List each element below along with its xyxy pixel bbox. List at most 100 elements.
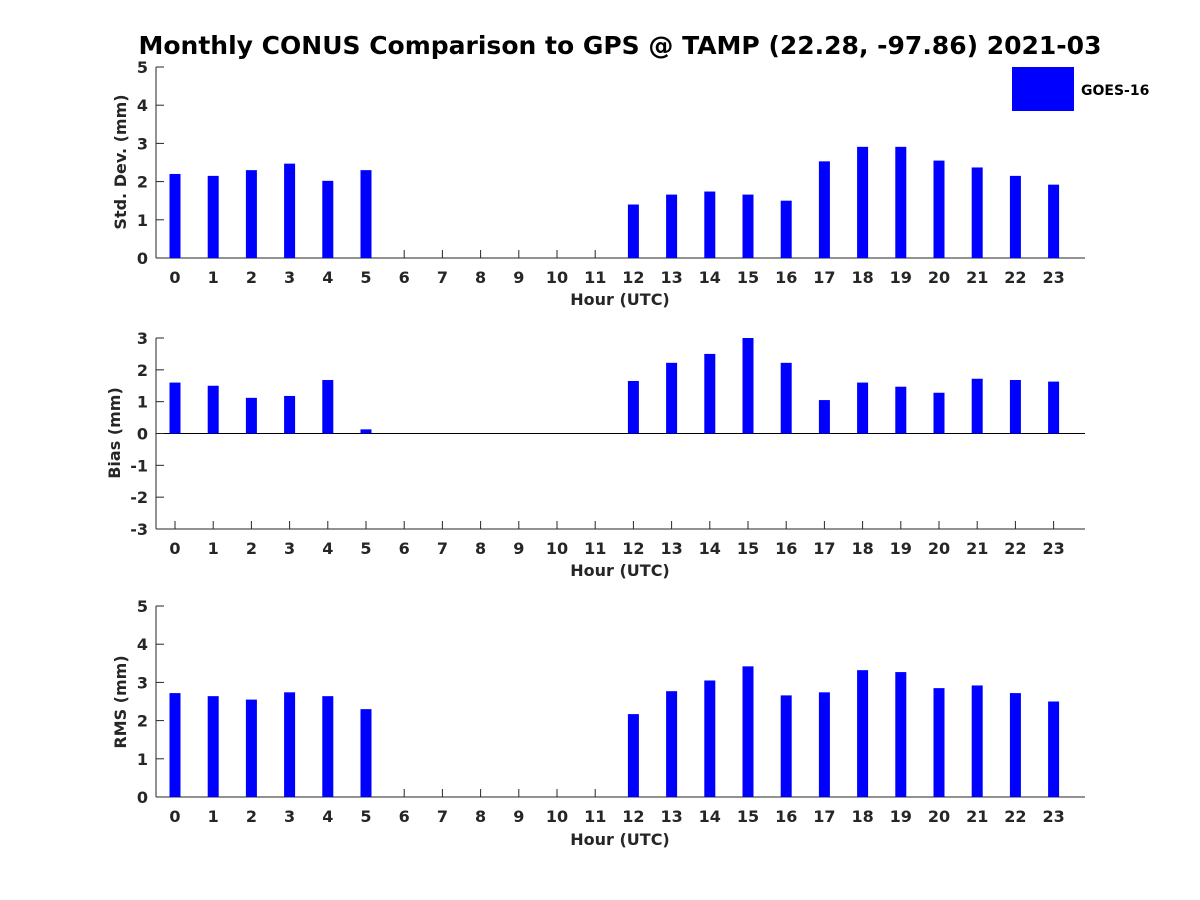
y-tick-label: 1: [137, 393, 148, 412]
x-tick-label: 15: [737, 268, 759, 287]
x-tick-label: 19: [890, 268, 912, 287]
bar: [1048, 184, 1060, 258]
bar: [666, 691, 678, 797]
x-tick-label: 19: [890, 807, 912, 826]
x-tick-label: 19: [890, 539, 912, 558]
y-tick-label: -3: [130, 520, 148, 539]
bar: [704, 680, 716, 797]
x-tick-label: 20: [928, 539, 950, 558]
bar: [857, 382, 869, 434]
bar: [895, 386, 907, 434]
xlabel: Hour (UTC): [570, 561, 670, 580]
bar: [857, 146, 869, 258]
bar: [169, 382, 181, 434]
x-tick-label: 9: [513, 268, 524, 287]
xlabel: Hour (UTC): [570, 290, 670, 309]
x-tick-label: 23: [1042, 807, 1064, 826]
y-tick-label: 3: [137, 329, 148, 348]
y-tick-label: 2: [137, 173, 148, 192]
x-tick-label: 18: [851, 268, 873, 287]
x-tick-label: 8: [475, 268, 486, 287]
x-tick-label: 21: [966, 268, 988, 287]
x-tick-label: 7: [437, 268, 448, 287]
bar: [322, 696, 334, 797]
x-tick-label: 12: [622, 268, 644, 287]
bar: [933, 160, 945, 258]
x-tick-label: 4: [322, 807, 333, 826]
ylabel: RMS (mm): [111, 655, 130, 748]
x-tick-label: 7: [437, 539, 448, 558]
ylabel: Std. Dev. (mm): [111, 94, 130, 229]
x-tick-label: 9: [513, 539, 524, 558]
bar: [666, 194, 678, 258]
y-tick-label: 2: [137, 712, 148, 731]
x-tick-label: 5: [360, 539, 371, 558]
x-tick-label: 17: [813, 807, 835, 826]
bar: [1048, 701, 1060, 797]
x-tick-label: 5: [360, 268, 371, 287]
bar: [322, 380, 334, 434]
x-tick-label: 14: [699, 268, 721, 287]
x-tick-label: 21: [966, 807, 988, 826]
legend-label: GOES-16: [1081, 83, 1149, 99]
x-tick-label: 9: [513, 807, 524, 826]
bar: [818, 161, 830, 258]
x-tick-label: 20: [928, 268, 950, 287]
bar: [169, 693, 181, 797]
bar: [322, 180, 334, 258]
bar: [207, 696, 219, 797]
bar: [360, 170, 372, 258]
bar: [742, 666, 754, 797]
bar: [857, 670, 869, 797]
bar: [742, 338, 754, 434]
bar: [818, 692, 830, 797]
bar: [818, 400, 830, 434]
x-tick-label: 11: [584, 268, 606, 287]
x-tick-label: 15: [737, 539, 759, 558]
x-tick-label: 7: [437, 807, 448, 826]
x-tick-label: 4: [322, 539, 333, 558]
x-tick-label: 16: [775, 268, 797, 287]
x-tick-label: 23: [1042, 268, 1064, 287]
bar: [207, 385, 219, 434]
legend: GOES-16: [1012, 67, 1149, 111]
bar: [971, 378, 983, 434]
bar: [627, 204, 639, 258]
x-tick-label: 22: [1004, 539, 1026, 558]
x-tick-label: 22: [1004, 268, 1026, 287]
x-tick-label: 12: [622, 807, 644, 826]
bar: [207, 175, 219, 258]
legend-swatch: [1012, 67, 1074, 111]
y-tick-label: 1: [137, 750, 148, 769]
x-tick-label: 8: [475, 539, 486, 558]
x-tick-label: 0: [169, 268, 180, 287]
x-tick-label: 14: [699, 807, 721, 826]
x-tick-label: 10: [546, 268, 568, 287]
bar: [284, 692, 296, 797]
x-tick-label: 12: [622, 539, 644, 558]
x-tick-label: 8: [475, 807, 486, 826]
xlabel: Hour (UTC): [570, 830, 670, 849]
bar: [895, 672, 907, 797]
bar: [780, 362, 792, 434]
bar: [933, 688, 945, 797]
x-tick-label: 2: [246, 807, 257, 826]
bar: [1009, 175, 1021, 258]
bar: [1009, 693, 1021, 797]
x-tick-label: 13: [660, 807, 682, 826]
x-tick-label: 3: [284, 268, 295, 287]
ylabel: Bias (mm): [105, 387, 124, 479]
x-tick-label: 1: [208, 539, 219, 558]
y-tick-label: 3: [137, 134, 148, 153]
bar: [971, 685, 983, 797]
x-tick-label: 2: [246, 268, 257, 287]
y-tick-label: -2: [130, 488, 148, 507]
bar: [627, 380, 639, 434]
x-tick-label: 18: [851, 539, 873, 558]
x-tick-label: 16: [775, 807, 797, 826]
bar: [1009, 380, 1021, 434]
bar: [666, 362, 678, 434]
